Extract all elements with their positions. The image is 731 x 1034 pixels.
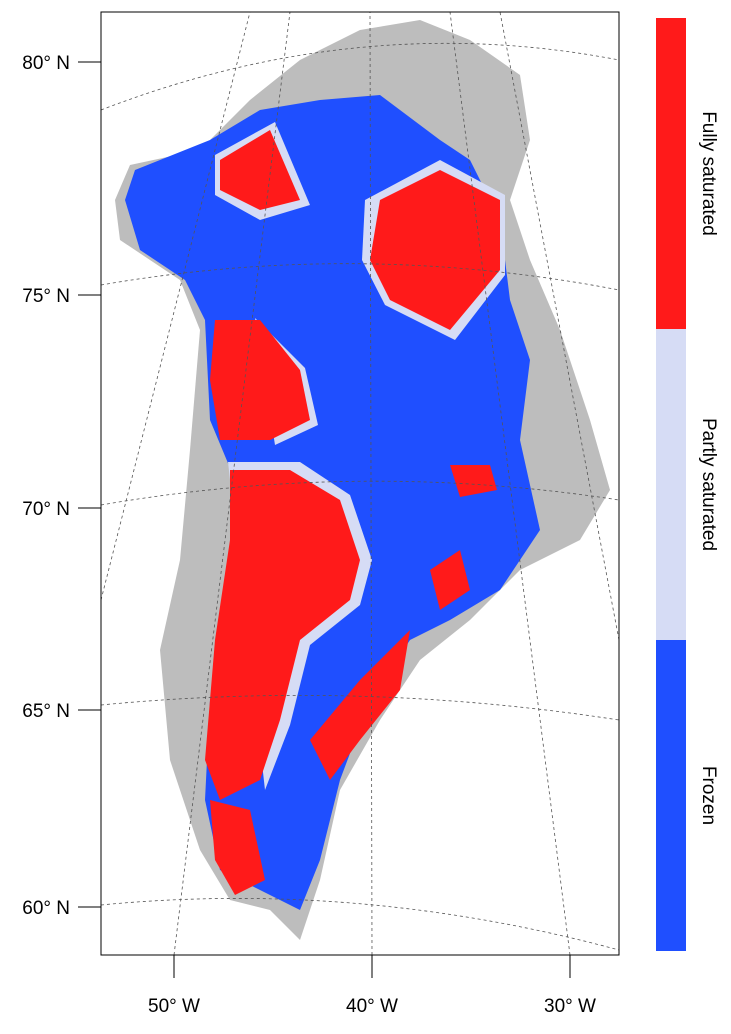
saturated-area xyxy=(430,550,470,610)
graticule-line xyxy=(173,11,291,956)
lon-label: 30° W xyxy=(544,996,596,1017)
legend-swatch xyxy=(656,329,686,640)
map-area xyxy=(100,11,620,956)
legend-swatch xyxy=(656,640,686,951)
graticule-line xyxy=(100,11,251,601)
legend: Fully saturated Partly saturated Frozen xyxy=(656,18,719,951)
lon-label: 40° W xyxy=(346,996,398,1017)
map-frame xyxy=(100,11,620,956)
lat-label: 60° N xyxy=(22,898,70,919)
saturated-area xyxy=(210,320,310,440)
graticule-line xyxy=(100,480,620,506)
graticule-line xyxy=(499,11,620,641)
graticule xyxy=(100,11,620,956)
legend-label: Frozen xyxy=(698,766,719,825)
fully-saturated-areas xyxy=(205,130,500,895)
lat-axis: 80° N 75° N 70° N 65° N 60° N xyxy=(22,53,101,919)
graticule-line xyxy=(369,11,373,956)
lat-label: 75° N xyxy=(22,286,70,307)
saturated-area xyxy=(310,630,410,780)
saturated-area xyxy=(210,800,265,895)
legend-label: Fully saturated xyxy=(698,111,719,236)
legend-swatch xyxy=(656,18,686,329)
saturated-area xyxy=(370,170,500,330)
lat-label: 70° N xyxy=(22,499,70,520)
saturated-area xyxy=(205,470,360,800)
saturated-area xyxy=(450,465,497,497)
lon-label: 50° W xyxy=(148,996,200,1017)
lat-label: 65° N xyxy=(22,701,70,722)
graticule-line xyxy=(100,898,620,951)
lon-axis: 50° W 40° W 30° W xyxy=(148,955,596,1017)
saturated-area xyxy=(220,130,300,210)
graticule-line xyxy=(100,694,620,721)
legend-label: Partly saturated xyxy=(698,418,719,551)
lat-label: 80° N xyxy=(22,53,70,74)
graticule-line xyxy=(100,263,620,291)
graticule-line xyxy=(449,11,571,956)
